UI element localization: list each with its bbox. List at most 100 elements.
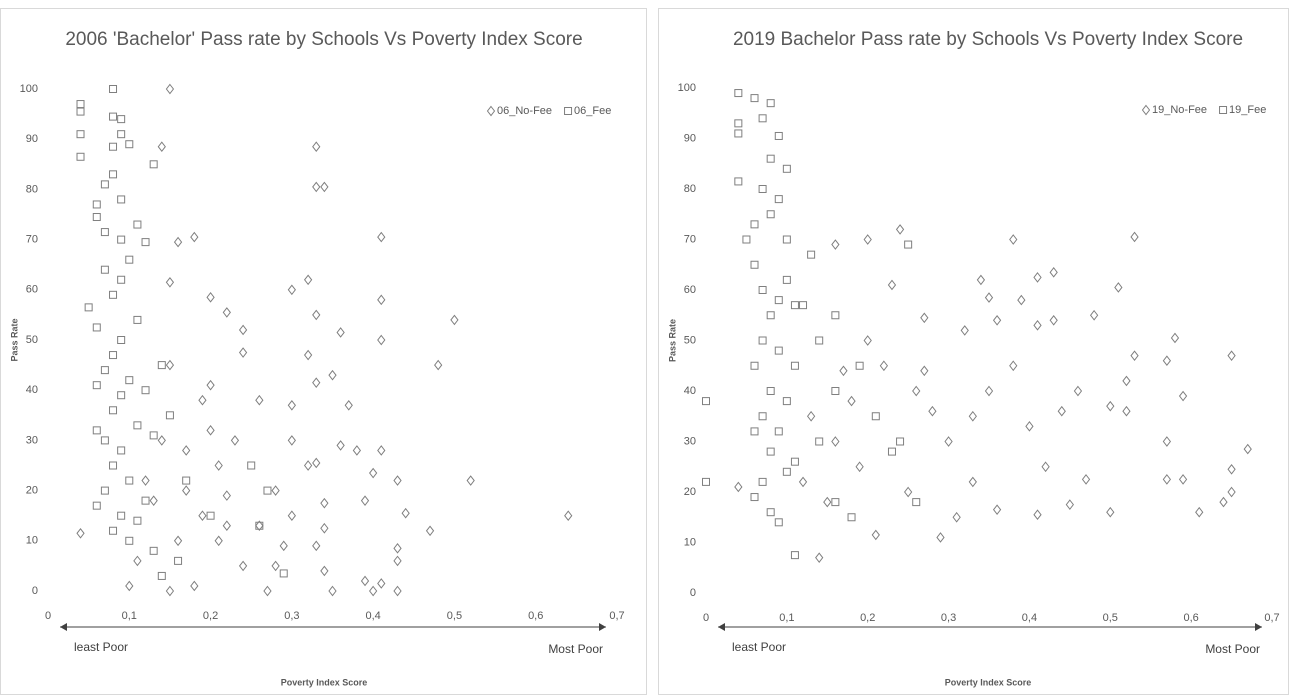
square-marker [855, 361, 864, 370]
diamond-marker [206, 292, 215, 303]
square-marker [76, 100, 85, 109]
x-tick-label: 0,5 [447, 610, 462, 622]
y-axis-label: Pass Rate [9, 318, 19, 361]
square-marker [117, 115, 126, 124]
square-marker [871, 412, 880, 421]
diamond-marker [190, 580, 199, 592]
square-marker [734, 129, 743, 138]
square-marker [109, 170, 118, 179]
diamond-marker [1122, 375, 1131, 387]
diamond-marker [1195, 506, 1204, 518]
y-tick-label: 100 [20, 83, 38, 95]
diamond-marker [831, 239, 840, 250]
square-marker [100, 180, 109, 189]
square-marker [790, 551, 799, 560]
diamond-marker [1114, 282, 1123, 293]
diamond-marker [393, 555, 402, 567]
diamond-marker [968, 476, 977, 488]
square-marker [117, 336, 126, 344]
diamond-marker [879, 360, 889, 372]
square-marker [750, 260, 759, 269]
diamond-marker [434, 359, 443, 371]
square-marker [564, 107, 573, 115]
diamond-marker [214, 460, 223, 471]
square-marker [790, 361, 799, 370]
square-marker [263, 486, 272, 495]
diamond-marker [377, 334, 386, 346]
diamond-marker [1025, 421, 1034, 432]
diamond-marker [920, 312, 929, 324]
diamond-marker [157, 141, 166, 153]
square-marker [100, 265, 109, 274]
square-marker [92, 501, 101, 510]
diamond-marker [255, 394, 264, 406]
square-marker [92, 213, 101, 222]
square-marker [774, 131, 783, 140]
diamond-marker [1049, 267, 1058, 278]
x-tick-label: 0,6 [528, 610, 543, 622]
square-marker [247, 461, 256, 470]
diamond-marker [182, 485, 191, 496]
diamond-marker [1106, 400, 1115, 412]
square-marker [109, 112, 118, 121]
y-tick-label: 90 [26, 133, 38, 145]
diamond-marker [352, 445, 362, 456]
diamond-marker [486, 105, 496, 117]
diamond-marker [895, 224, 905, 235]
diamond-marker [303, 349, 313, 361]
square-marker [117, 391, 126, 400]
diamond-marker [320, 181, 329, 193]
diamond-marker [336, 327, 345, 338]
annotation: Most Poor [548, 642, 603, 656]
square-marker [912, 498, 921, 507]
x-axis-label: Poverty Index Score [945, 677, 1032, 687]
diamond-marker [904, 486, 913, 498]
square-marker [758, 336, 767, 345]
diamond-marker [992, 504, 1002, 515]
square-marker [141, 238, 150, 247]
diamond-marker [855, 461, 864, 473]
square-marker [904, 240, 913, 249]
legend-label: 06_Fee [574, 105, 611, 117]
diamond-marker [263, 585, 272, 597]
y-tick-label: 100 [678, 82, 696, 94]
square-marker [157, 571, 166, 580]
square-marker [887, 447, 896, 456]
diamond-marker [936, 532, 945, 543]
square-marker [100, 228, 109, 237]
square-marker [766, 210, 775, 219]
diamond-marker [393, 585, 402, 597]
square-marker [92, 426, 101, 435]
square-marker [149, 431, 158, 440]
diamond-marker [1081, 474, 1091, 485]
square-marker [734, 177, 743, 186]
square-marker [766, 447, 775, 456]
square-marker [149, 546, 158, 555]
diamond-marker [1073, 385, 1083, 397]
square-marker [782, 467, 791, 476]
diamond-marker [960, 325, 969, 336]
x-tick-label: 0,1 [122, 610, 137, 622]
y-tick-label: 80 [26, 183, 38, 195]
diamond-marker [425, 525, 435, 537]
x-tick-label: 0 [45, 610, 51, 622]
diamond-marker [1178, 390, 1188, 402]
diamond-marker [312, 540, 321, 552]
square-marker [76, 107, 85, 116]
diamond-marker [238, 324, 248, 336]
diamond-marker [377, 231, 386, 243]
y-tick-label: 30 [684, 435, 696, 447]
x-tick-label: 0,2 [860, 612, 875, 624]
square-marker [750, 493, 759, 502]
square-marker [76, 152, 85, 161]
x-tick-label: 0,7 [1264, 612, 1279, 624]
square-marker [774, 195, 783, 204]
square-marker [815, 437, 824, 446]
x-axis-label: Poverty Index Score [281, 677, 368, 687]
diamond-marker [928, 405, 937, 417]
diamond-marker [1130, 231, 1139, 243]
diamond-marker [466, 475, 475, 486]
diamond-marker [1227, 486, 1236, 498]
diamond-marker [182, 445, 191, 456]
square-marker [117, 130, 126, 139]
